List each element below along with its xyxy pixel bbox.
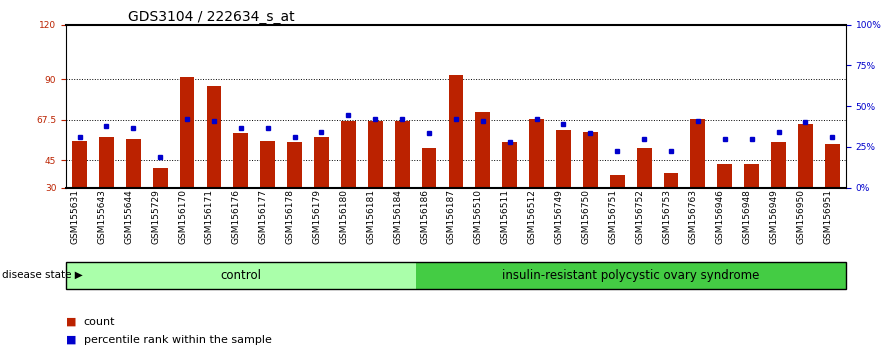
Bar xyxy=(583,132,597,188)
Text: GSM156749: GSM156749 xyxy=(554,189,564,244)
Bar xyxy=(744,164,759,188)
Bar xyxy=(422,148,436,188)
Bar xyxy=(260,141,275,188)
Text: GSM156177: GSM156177 xyxy=(259,189,268,244)
Text: GSM156951: GSM156951 xyxy=(824,189,833,244)
Bar xyxy=(637,148,652,188)
Bar xyxy=(691,119,706,188)
Text: GSM156179: GSM156179 xyxy=(313,189,322,244)
Text: GSM156511: GSM156511 xyxy=(500,189,510,244)
Bar xyxy=(341,121,356,188)
Text: GSM155644: GSM155644 xyxy=(124,189,133,244)
Text: control: control xyxy=(220,269,262,282)
Text: GSM156751: GSM156751 xyxy=(608,189,618,244)
Bar xyxy=(152,168,167,188)
Bar xyxy=(368,121,382,188)
Text: GSM156184: GSM156184 xyxy=(393,189,402,244)
Text: GSM156512: GSM156512 xyxy=(528,189,537,244)
Text: disease state ▶: disease state ▶ xyxy=(2,270,83,280)
Text: GSM156946: GSM156946 xyxy=(715,189,725,244)
Bar xyxy=(126,139,141,188)
Text: GSM156178: GSM156178 xyxy=(285,189,294,244)
Bar xyxy=(717,164,732,188)
Text: ■: ■ xyxy=(66,335,77,345)
Bar xyxy=(99,137,114,188)
Bar xyxy=(180,77,195,188)
Text: GSM156948: GSM156948 xyxy=(743,189,751,244)
Text: GSM156181: GSM156181 xyxy=(366,189,375,244)
Text: GDS3104 / 222634_s_at: GDS3104 / 222634_s_at xyxy=(129,10,295,24)
Text: ■: ■ xyxy=(66,317,77,327)
Bar xyxy=(529,119,544,188)
Text: GSM156950: GSM156950 xyxy=(796,189,805,244)
Text: GSM156170: GSM156170 xyxy=(178,189,187,244)
Text: GSM156510: GSM156510 xyxy=(474,189,483,244)
Text: percentile rank within the sample: percentile rank within the sample xyxy=(84,335,271,345)
Text: GSM156180: GSM156180 xyxy=(339,189,348,244)
Text: count: count xyxy=(84,317,115,327)
Text: GSM156763: GSM156763 xyxy=(689,189,698,244)
Text: GSM156753: GSM156753 xyxy=(662,189,671,244)
Bar xyxy=(663,173,678,188)
Text: GSM156752: GSM156752 xyxy=(635,189,644,244)
Text: insulin-resistant polycystic ovary syndrome: insulin-resistant polycystic ovary syndr… xyxy=(502,269,759,282)
Text: GSM155729: GSM155729 xyxy=(152,189,160,244)
Text: GSM156949: GSM156949 xyxy=(769,189,779,244)
Bar xyxy=(556,130,571,188)
Bar xyxy=(395,121,410,188)
Bar xyxy=(771,142,786,188)
Bar xyxy=(233,133,248,188)
Bar xyxy=(206,86,221,188)
Bar xyxy=(315,137,329,188)
Bar xyxy=(798,124,813,188)
Bar xyxy=(476,112,490,188)
Text: GSM156750: GSM156750 xyxy=(581,189,590,244)
Text: GSM156171: GSM156171 xyxy=(205,189,214,244)
Text: GSM156176: GSM156176 xyxy=(232,189,241,244)
Bar xyxy=(502,142,517,188)
Bar xyxy=(72,141,87,188)
Text: GSM155643: GSM155643 xyxy=(98,189,107,244)
Bar xyxy=(610,175,625,188)
Text: GSM156186: GSM156186 xyxy=(420,189,429,244)
Bar xyxy=(825,144,840,188)
Text: GSM155631: GSM155631 xyxy=(70,189,79,244)
Bar xyxy=(448,75,463,188)
Text: GSM156187: GSM156187 xyxy=(447,189,456,244)
Bar xyxy=(287,142,302,188)
